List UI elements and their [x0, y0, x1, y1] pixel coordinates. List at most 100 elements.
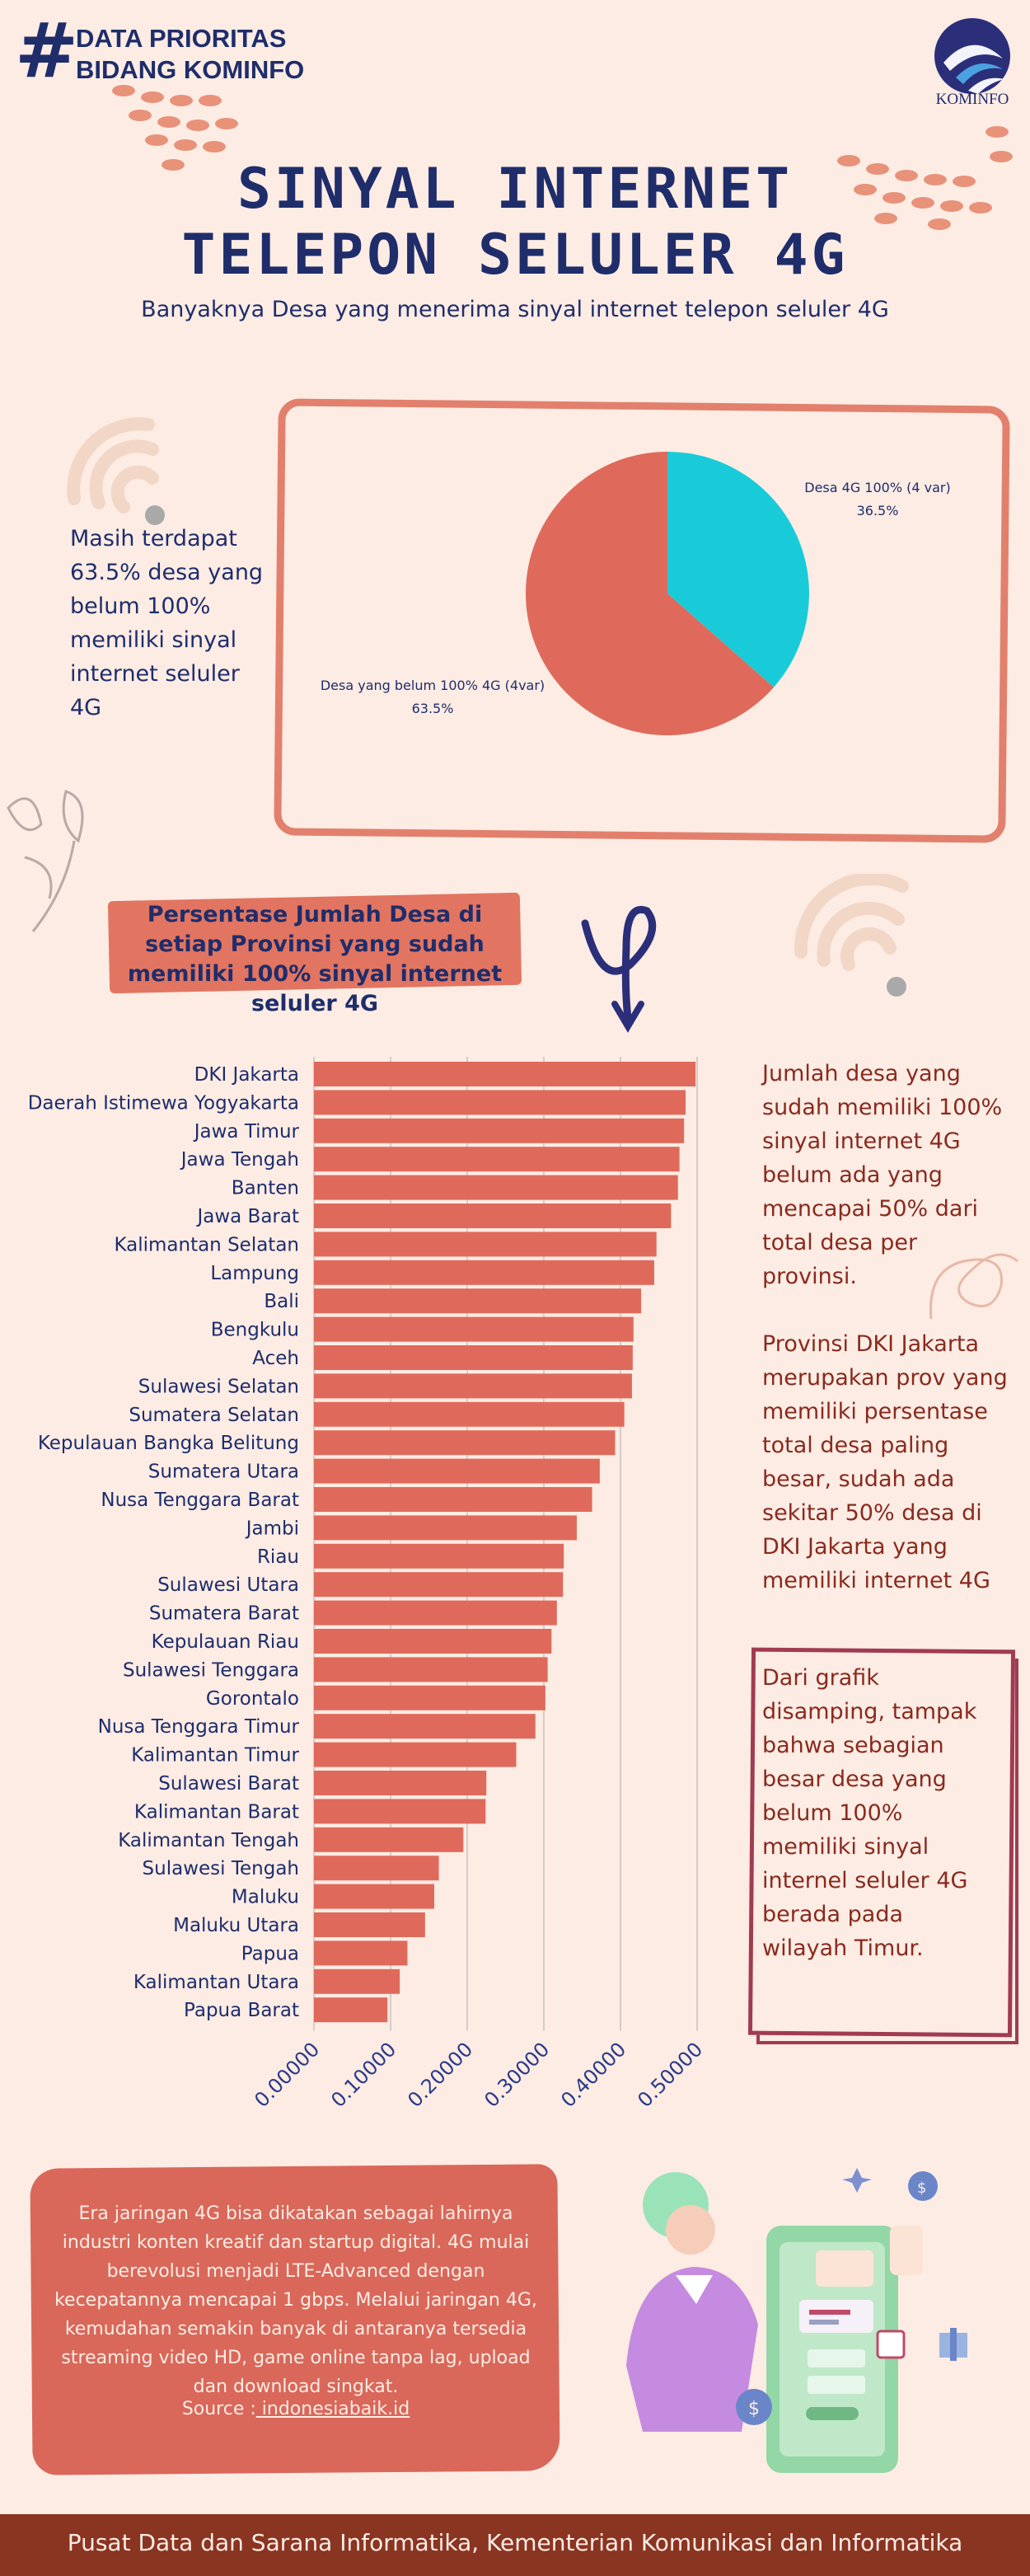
bar — [314, 1997, 388, 2023]
bar — [314, 1345, 633, 1370]
category-label: Jawa Timur — [193, 1121, 300, 1143]
category-label: Kalimantan Barat — [134, 1801, 299, 1823]
category-label: Kalimantan Tengah — [118, 1830, 299, 1851]
bar — [314, 1175, 678, 1200]
category-label: Bali — [264, 1291, 299, 1312]
bar — [314, 1147, 680, 1172]
header-line-2: BIDANG KOMINFO — [76, 55, 305, 84]
category-label: Jambi — [245, 1518, 299, 1539]
category-label: Sumatera Utara — [148, 1462, 299, 1483]
category-label: Sulawesi Selatan — [138, 1376, 299, 1397]
category-label: Sulawesi Barat — [158, 1773, 299, 1795]
category-label: Nusa Tenggara Barat — [101, 1490, 299, 1511]
note-2: Provinsi DKI Jakarta merupakan prov yang… — [762, 1331, 1008, 1593]
source-link[interactable]: indonesiabaik.id — [255, 2399, 410, 2419]
bar — [314, 1288, 642, 1314]
tick-label: 0.20000 — [403, 2038, 477, 2112]
category-label: Kalimantan Timur — [131, 1745, 299, 1767]
category-label: Kepulauan Riau — [152, 1631, 299, 1653]
bar — [314, 1515, 577, 1541]
category-label: Daerah Istimewa Yogyakarta — [28, 1092, 299, 1114]
kominfo-logo-icon — [934, 18, 1010, 94]
category-label: Jawa Barat — [195, 1206, 299, 1227]
bar — [314, 1714, 536, 1739]
pie-label-2-value: 63.5% — [411, 701, 454, 716]
page-title: SINYAL INTERNET TELEPON SELULER 4G — [124, 157, 906, 289]
note-3: Dari grafik disamping, tampak bahwa seba… — [762, 1665, 977, 1961]
header-line-1: DATA PRIORITAS — [76, 24, 287, 53]
category-label: Papua — [241, 1943, 299, 1964]
bar — [314, 1260, 654, 1285]
category-label: Riau — [257, 1546, 299, 1568]
bar — [314, 1373, 632, 1399]
category-label: Kalimantan Utara — [133, 1972, 299, 1993]
category-label: Sumatera Selatan — [129, 1405, 299, 1426]
bar — [314, 1204, 672, 1228]
pie-chart — [525, 452, 809, 735]
tick-label: 0.10000 — [326, 2038, 400, 2112]
bar — [314, 1799, 486, 1824]
bar — [314, 1968, 400, 1994]
bar — [314, 1118, 685, 1143]
source-line: Source : indonesiabaik.id — [51, 2399, 541, 2419]
header-title: DATA PRIORITAS BIDANG KOMINFO — [76, 23, 304, 86]
pie-note: Masih terdapat 63.5% desa yang belum 100… — [70, 526, 264, 720]
bar — [314, 1401, 625, 1427]
bar — [314, 1090, 686, 1115]
pie-label-1-value: 36.5% — [856, 503, 899, 518]
page-subtitle: Banyaknya Desa yang menerima sinyal inte… — [141, 297, 889, 322]
logo-text: KOMINFO — [935, 91, 1009, 108]
source-label: Source : — [181, 2399, 256, 2419]
category-label: Bengkulu — [211, 1320, 299, 1341]
bar — [314, 1458, 600, 1484]
category-label: Sulawesi Tengah — [143, 1858, 299, 1879]
tick-label: 0.40000 — [556, 2038, 630, 2112]
pie-slice-0 — [667, 452, 809, 687]
pie-label-1-name: Desa 4G 100% (4 var) — [804, 480, 951, 495]
info-text: Era jaringan 4G bisa dikatakan sebagai l… — [54, 2203, 537, 2397]
category-label: Jawa Tengah — [180, 1149, 299, 1171]
bar — [314, 1742, 517, 1767]
wifi-icon — [794, 874, 909, 997]
tick-label: 0.00000 — [250, 2038, 324, 2112]
title-line-1: SINYAL INTERNET — [236, 157, 794, 222]
bar — [314, 1827, 464, 1852]
chart-heading: Persentase Jumlah Desa di setiap Provins… — [127, 902, 503, 1016]
note-1: Jumlah desa yang sudah memiliki 100% sin… — [762, 1061, 1003, 1289]
pie-label-desa-belum: Desa yang belum 100% 4G (4var) 63.5% — [309, 674, 556, 720]
category-label: Kalimantan Selatan — [114, 1234, 299, 1255]
category-label: Nusa Tenggara Timur — [98, 1716, 300, 1738]
footer-bar — [0, 2514, 1030, 2576]
svg-text:$: $ — [917, 2180, 926, 2197]
category-label: Banten — [232, 1178, 299, 1199]
bar — [314, 1600, 557, 1626]
decorative-dashes — [112, 85, 1013, 230]
bar — [314, 1629, 552, 1654]
bar — [314, 1856, 439, 1881]
svg-text:$: $ — [748, 2399, 760, 2419]
category-label: Aceh — [252, 1348, 299, 1369]
leaf-decoration-icon — [7, 790, 84, 932]
category-label: DKI Jakarta — [194, 1064, 299, 1086]
bar — [314, 1232, 657, 1257]
bar-chart: DKI Jakarta Daerah Istimewa Yogyakarta Jaw… — [28, 1057, 707, 2112]
category-label: Papua Barat — [184, 2000, 299, 2021]
bar — [314, 1572, 564, 1598]
pie-label-desa-4g: Desa 4G 100% (4 var) 36.5% — [787, 476, 968, 523]
pie-label-2-name: Desa yang belum 100% 4G (4var) — [320, 678, 545, 693]
curly-arrow-icon — [581, 906, 657, 1033]
bar — [314, 1771, 487, 1795]
category-label: Maluku Utara — [173, 1915, 299, 1936]
bar — [314, 1884, 435, 1909]
bar — [314, 1316, 634, 1342]
category-label: Sulawesi Tenggara — [123, 1659, 299, 1681]
bar — [314, 1430, 616, 1456]
category-label: Sulawesi Utara — [157, 1574, 299, 1596]
title-line-2: TELEPON SELULER 4G — [181, 223, 849, 288]
scribble-decoration-icon — [929, 1253, 1018, 1320]
category-label: Gorontalo — [206, 1688, 299, 1710]
bar — [314, 1487, 592, 1512]
category-label: Sumatera Barat — [149, 1603, 299, 1625]
bar — [314, 1543, 564, 1569]
bar — [314, 1940, 408, 1966]
